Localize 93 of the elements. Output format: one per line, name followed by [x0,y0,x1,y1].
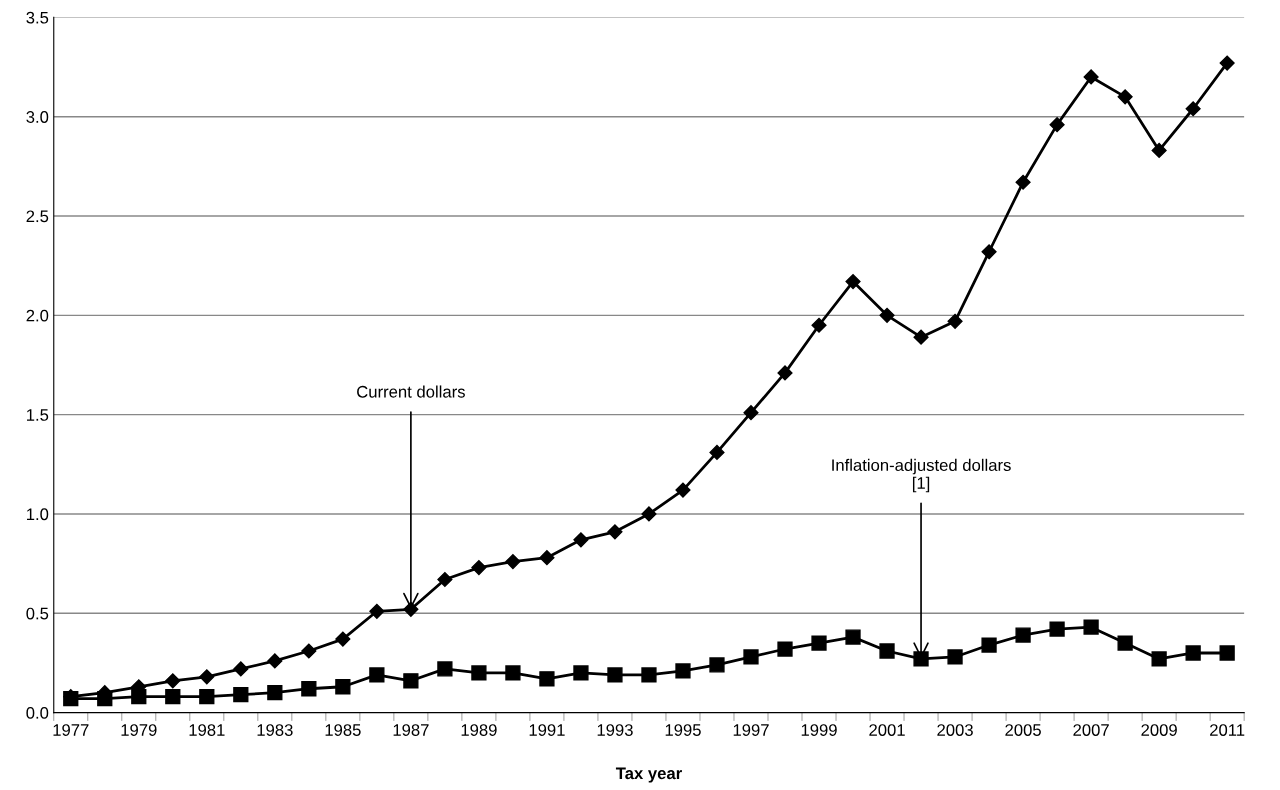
y-tick-label: 2.5 [26,210,49,223]
point [403,601,419,617]
point [641,506,657,522]
point [811,317,827,333]
annotation: Inflation-adjusted dollars [1] [832,458,1011,493]
point [981,637,997,653]
x-tick-label: 1991 [529,724,565,736]
x-tick-label: 1979 [121,724,157,736]
x-tick-label: 2001 [869,724,905,736]
point [539,550,555,566]
point [1219,55,1235,71]
x-tick-label: 1987 [393,724,429,736]
x-tick-label: 2011 [1210,724,1245,736]
point [607,667,623,683]
point [437,661,453,677]
x-tick-label: 2009 [1141,724,1177,736]
y-tick-label: 0.0 [26,706,49,719]
point [607,524,623,540]
point [811,635,827,651]
point [403,673,419,689]
point [1219,645,1235,661]
point [369,667,385,683]
point [981,244,997,260]
point [1185,645,1201,661]
x-tick-label: 2003 [937,724,973,736]
point [675,663,691,679]
point [777,641,793,657]
point [335,679,351,695]
x-tick-label: 1999 [801,724,837,736]
point [573,665,589,681]
point [573,532,589,548]
point [845,273,861,290]
x-tick-label: 1989 [461,724,497,736]
x-tick-label: 1995 [665,724,701,736]
y-tick-label: 1.5 [27,409,49,421]
point [165,673,181,689]
point [199,669,215,685]
point [301,643,317,659]
point [1151,142,1167,159]
point [913,329,929,345]
point [301,681,317,697]
point [1015,174,1031,190]
point [335,631,351,647]
y-tick-label: 1.0 [27,508,49,521]
x-tick-label: 1977 [53,724,89,736]
point [879,307,895,323]
point [1083,619,1099,635]
point [1049,621,1065,637]
point [743,405,759,421]
point [539,671,555,687]
point [845,629,861,645]
y-tick-label: 0.5 [26,607,49,620]
y-tick-label: 3.0 [26,111,49,123]
x-tick-label: 2007 [1073,724,1109,736]
annotation: Current dollars [357,385,465,398]
x-tick-label: 2005 [1005,724,1041,736]
point [947,649,963,665]
point [1049,117,1065,133]
point [1151,651,1167,667]
point [267,685,283,701]
y-tick-label: 3.5 [26,11,49,24]
point [233,661,249,677]
point [369,603,385,619]
point [641,667,657,683]
point [1083,69,1099,85]
point [743,649,759,665]
y-tick-label: 2.0 [26,309,49,322]
point [233,687,249,703]
point [471,560,487,576]
point [777,365,793,381]
x-tick-label: 1981 [189,724,225,736]
point [675,482,691,498]
point [1117,635,1133,651]
point [471,665,487,681]
point [879,643,895,659]
point [1117,89,1133,105]
point [913,651,929,667]
point [505,554,521,570]
point [437,571,453,588]
point [1185,101,1201,117]
point [709,444,725,460]
point [505,665,521,681]
x-tick-label: 1997 [733,724,769,736]
x-tick-label: 1985 [325,724,361,736]
x-tick-label: 1983 [257,724,293,736]
point [709,657,725,673]
point [947,313,963,329]
point [267,653,283,669]
x-tick-label: 1993 [597,724,633,736]
point [1015,627,1031,643]
x-axis-title: Tax year [615,767,682,783]
point [165,689,181,705]
point [199,689,215,705]
